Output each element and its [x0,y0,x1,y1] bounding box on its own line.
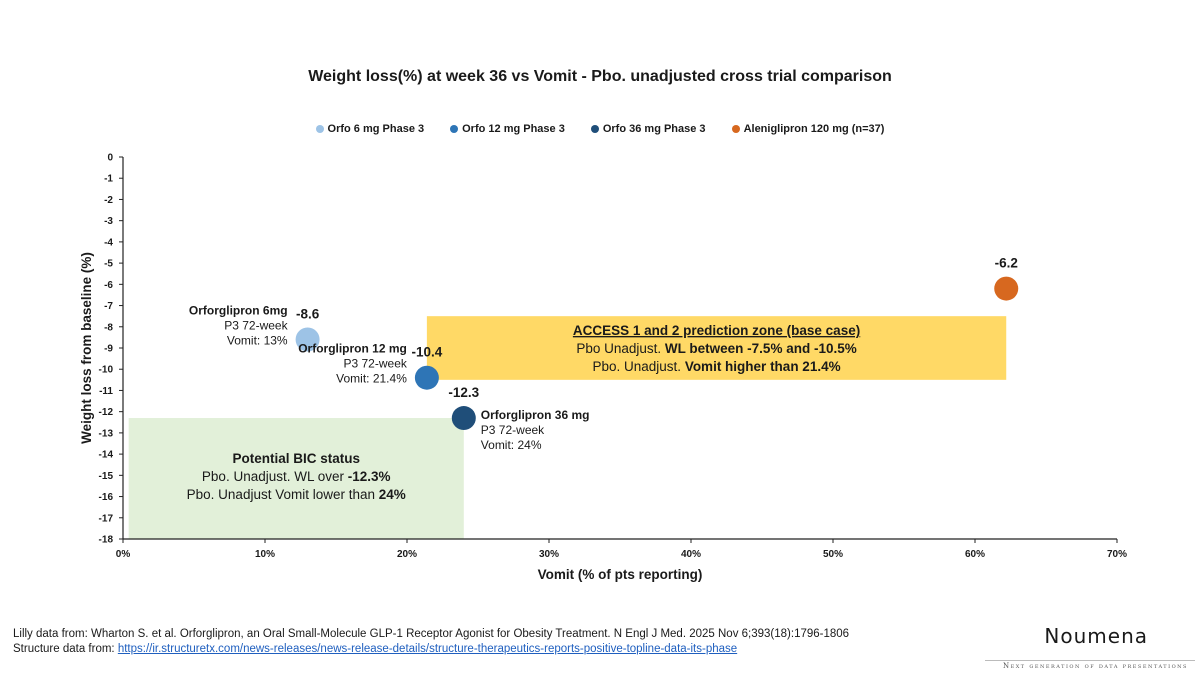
legend-label: Orfo 6 mg Phase 3 [327,123,425,135]
chart-title: Weight loss(%) at week 36 vs Vomit - Pbo… [308,68,892,85]
footer-citation-structure: Structure data from: https://ir.structur… [13,643,737,655]
point-annotation: Orforglipron 6mg [189,304,288,318]
data-label: -6.2 [995,256,1018,271]
zone-text-line: ACCESS 1 and 2 prediction zone (base cas… [573,323,860,338]
x-tick-label: 70% [1107,549,1127,560]
y-tick-label: -6 [104,280,113,291]
data-point [994,276,1019,301]
y-tick-label: -13 [99,428,114,439]
scatter-chart: ACCESS 1 and 2 prediction zone (base cas… [79,153,1127,583]
point-annotation: P3 72-week [481,423,545,437]
structure-source-link[interactable]: https://ir.structuretx.com/news-releases… [117,643,738,655]
chart-legend: Orfo 6 mg Phase 3 Orfo 12 mg Phase 3 Orf… [0,123,1200,135]
legend-item-orfo-6mg: Orfo 6 mg Phase 3 [315,123,425,135]
y-tick-label: 0 [107,153,113,164]
zone-text-line: Pbo. Unadjust Vomit lower than 24% [187,487,406,502]
data-label: -10.4 [411,345,442,360]
data-label: -12.3 [448,385,479,400]
y-tick-label: -7 [104,301,113,312]
zone-text-line: Potential BIC status [232,451,360,466]
y-tick-label: -11 [99,386,113,397]
zone-text-line: Pbo. Unadjust. WL over -12.3% [202,469,391,484]
x-axis-label: Vomit (% of pts reporting) [538,567,703,582]
x-tick-label: 50% [823,549,843,560]
footer-citation-lilly: Lilly data from: Wharton S. et al. Orfor… [13,628,850,640]
point-annotation: Orforglipron 36 mg [481,408,590,422]
y-tick-label: -9 [104,344,113,355]
brand-divider [985,660,1195,661]
y-tick-label: -3 [104,216,113,227]
y-tick-label: -10 [99,365,114,376]
y-tick-label: -15 [99,471,114,482]
point-annotation: P3 72-week [224,319,288,333]
point-annotation: Orforglipron 12 mg [298,342,407,356]
data-point [451,406,476,431]
legend-item-orfo-36mg: Orfo 36 mg Phase 3 [590,123,706,135]
y-tick-label: -2 [104,195,113,206]
point-annotation: Vomit: 24% [481,438,542,452]
legend-item-orfo-12mg: Orfo 12 mg Phase 3 [450,123,565,135]
footer-citation-prefix: Structure data from: [13,643,118,655]
y-tick-label: -16 [99,492,114,503]
legend-marker [731,125,740,133]
brand-tagline: Next generation of data presentations [1002,662,1188,670]
y-axis-label: Weight loss from baseline (%) [79,252,94,444]
x-tick-label: 30% [539,549,559,560]
x-tick-label: 10% [255,549,275,560]
y-tick-label: -12 [99,407,114,418]
y-tick-label: -17 [99,513,114,524]
zone-text-line: Pbo Unadjust. WL between -7.5% and -10.5… [576,341,856,356]
x-tick-label: 60% [965,549,985,560]
y-tick-label: -8 [104,322,113,333]
x-tick-label: 40% [681,549,701,560]
brand-logo-text: Noumena [1044,624,1148,648]
access-prediction-zone [426,316,1007,380]
point-annotation: Vomit: 13% [227,334,288,348]
data-point [414,365,439,390]
legend-marker [590,125,599,133]
y-tick-label: -5 [104,259,113,270]
potential-bic-zone [128,418,464,539]
x-tick-label: 0% [116,549,131,560]
x-tick-label: 20% [397,549,417,560]
y-tick-label: -4 [104,237,113,248]
legend-marker [450,125,459,133]
data-label: -8.6 [296,307,320,322]
point-annotation: Vomit: 21.4% [336,372,407,386]
legend-label: Orfo 12 mg Phase 3 [462,123,565,135]
legend-item-aleniglipron: Aleniglipron 120 mg (n=37) [731,123,885,135]
point-annotation: P3 72-week [344,357,408,371]
y-tick-label: -14 [99,450,114,461]
data-point [295,327,320,352]
y-tick-label: -1 [104,174,113,185]
y-tick-label: -18 [99,535,114,546]
legend-marker [315,125,324,133]
legend-label: Orfo 36 mg Phase 3 [602,123,706,135]
zone-text-line: Pbo. Unadjust. Vomit higher than 21.4% [593,359,841,374]
legend-label: Aleniglipron 120 mg (n=37) [743,123,885,135]
